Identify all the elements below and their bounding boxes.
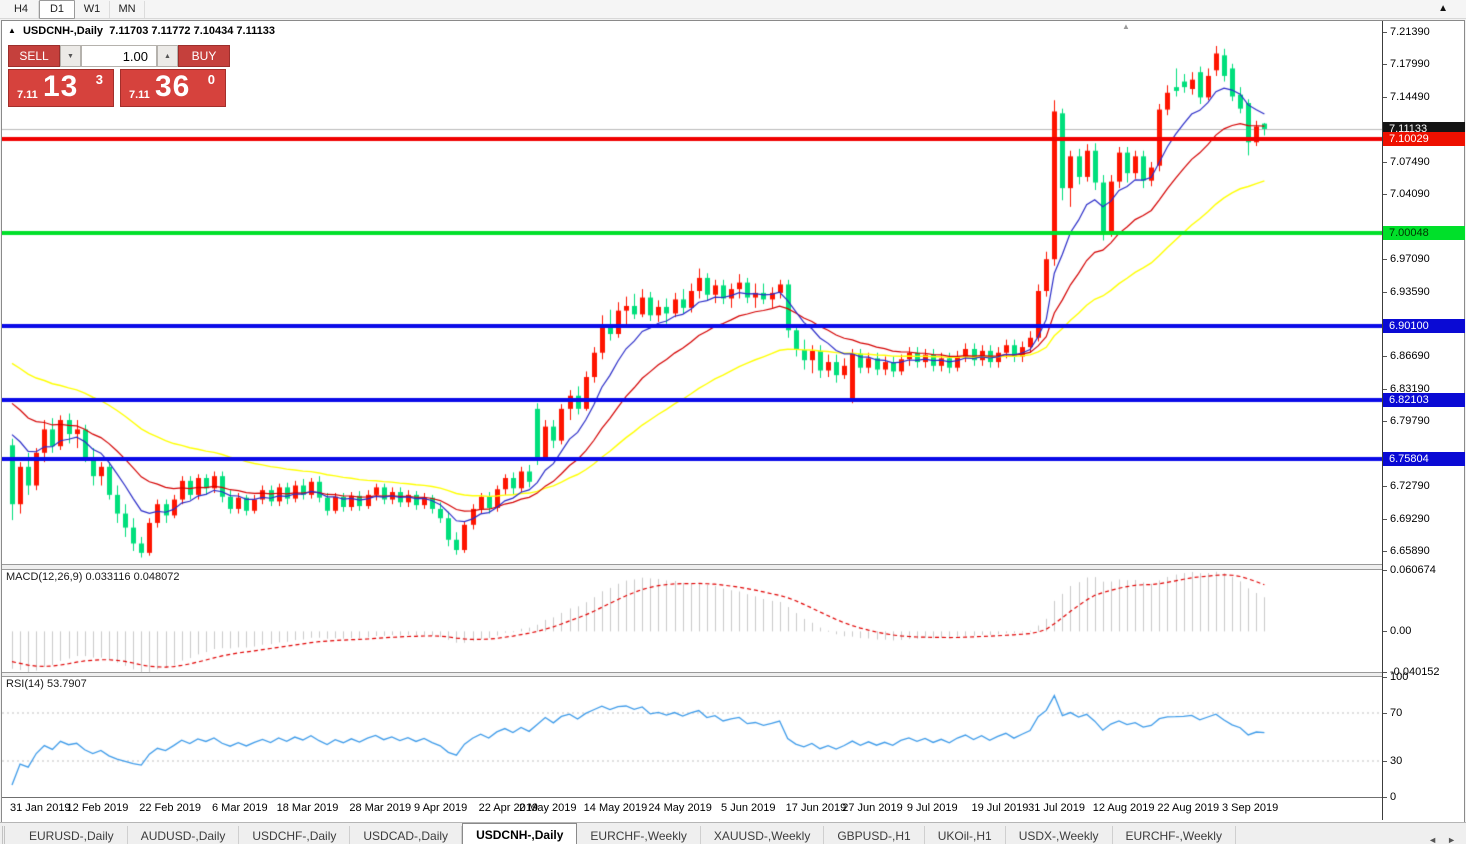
date-tick-label: 27 Jun 2019: [842, 802, 903, 814]
date-tick-label: 24 May 2019: [648, 802, 712, 814]
rsi-indicator-label: RSI(14) 53.7907: [6, 678, 87, 690]
price-level-badge: 6.82103: [1383, 393, 1465, 408]
date-tick-label: 28 Mar 2019: [349, 802, 412, 814]
price-axis-tick: 6.79790: [1383, 415, 1430, 428]
chart-plot-area[interactable]: 31 Jan 2019 12 Feb 2019 22 Feb 2019 6 Mar 2…: [2, 21, 1382, 821]
chart-tab-ukoil-h1[interactable]: UKOil-,H1: [925, 826, 1006, 844]
timeframe-button-h4[interactable]: H4: [4, 0, 39, 18]
date-tick-label: 19 Jul 2019: [971, 802, 1029, 814]
buy-price-box[interactable]: 7.11 36 0: [120, 69, 226, 107]
chart-tab-xauusd-weekly[interactable]: XAUUSD-,Weekly: [701, 826, 825, 844]
chart-tab-usdcad-daily[interactable]: USDCAD-,Daily: [350, 826, 463, 844]
sell-price-pip: 3: [95, 72, 103, 87]
chart-tab-usdcnh-daily[interactable]: USDCNH-,Daily: [462, 823, 578, 844]
price-axis-tick: 7.14490: [1383, 90, 1430, 103]
macd-indicator-label: MACD(12,26,9) 0.033116 0.048072: [6, 571, 180, 583]
timeframe-button-mn[interactable]: MN: [110, 0, 145, 18]
timeframe-button-d1[interactable]: D1: [39, 0, 75, 19]
chart-tab-usdchf-daily[interactable]: USDCHF-,Daily: [239, 826, 351, 844]
symbol-ohlc-values: 7.11703 7.11772 7.10434 7.11133: [109, 25, 275, 37]
sell-button[interactable]: SELL: [8, 45, 60, 67]
price-axis-tick: 6.72790: [1383, 480, 1430, 493]
price-axis-tick: 7.17990: [1383, 57, 1430, 70]
date-tick-label: 9 Jul 2019: [906, 802, 958, 814]
date-tick-label: 9 Apr 2019: [414, 802, 468, 814]
price-level-badge: 6.90100: [1383, 318, 1465, 333]
price-level-badge: 7.10029: [1383, 132, 1465, 147]
price-axis-divider: [1382, 21, 1383, 820]
rsi-axis-tick: 30: [1382, 755, 1403, 767]
macd-axis-tick: -0.040152: [1383, 666, 1440, 678]
sell-price-big: 13: [43, 70, 79, 103]
date-tick-label: 31 Jan 2019: [10, 802, 71, 814]
date-tick-label: 5 Jun 2019: [721, 802, 776, 814]
sell-price-box[interactable]: 7.11 13 3: [8, 69, 114, 107]
one-click-trade-panel: SELL ▼ 1.00 ▲ BUY 7.11 13 3 7.11 36 0: [8, 45, 232, 107]
volume-increase-button[interactable]: ▲: [157, 45, 178, 67]
price-level-badge: 7.00048: [1383, 225, 1465, 240]
date-tick-label: 3 Sep 2019: [1222, 802, 1279, 814]
chart-window: 31 Jan 2019 12 Feb 2019 22 Feb 2019 6 Mar 2…: [1, 20, 1465, 823]
buy-button[interactable]: BUY: [178, 45, 230, 67]
chart-tab-gbpusd-h1[interactable]: GBPUSD-,H1: [824, 826, 925, 844]
date-tick-label: 14 May 2019: [583, 802, 648, 814]
price-axis[interactable]: 7.21390 7.17990 7.14490 7.07490 7.04090 6.970…: [1382, 21, 1465, 820]
date-tick-label: 6 Mar 2019: [212, 802, 268, 814]
chart-tab-eurchf-weekly[interactable]: EURCHF-,Weekly: [1113, 826, 1236, 844]
chart-tab-bar: EURUSD-,Daily AUDUSD-,Daily USDCHF-,Daily U…: [0, 822, 1466, 844]
chart-tab-eurusd-daily[interactable]: EURUSD-,Daily: [16, 826, 128, 844]
rsi-pane-splitter[interactable]: [2, 672, 1462, 677]
date-tick-label: 17 Jun 2019: [785, 802, 847, 814]
timeframe-button-w1[interactable]: W1: [75, 0, 110, 18]
volume-decrease-button[interactable]: ▼: [60, 45, 81, 67]
price-axis-tick: 6.86690: [1383, 350, 1430, 363]
price-axis-tick: 6.83190: [1383, 383, 1430, 396]
rsi-axis-tick: 0: [1382, 791, 1397, 803]
macd-axis-tick: 0.060674: [1383, 564, 1436, 576]
date-tick-label: 31 Jul 2019: [1028, 802, 1085, 814]
tab-scroll-left-icon[interactable]: ◄: [1428, 835, 1438, 844]
price-axis-tick: 7.04090: [1383, 187, 1430, 200]
price-axis-tick: 6.97090: [1383, 253, 1430, 266]
macd-pane-splitter[interactable]: [2, 564, 1462, 570]
date-tick-label: 22 Apr 2019: [478, 802, 538, 814]
timeframe-toolbar: H4 D1 W1 MN: [0, 0, 1466, 19]
buy-price-pip: 0: [207, 72, 215, 87]
date-tick-label: 22 Aug 2019: [1157, 802, 1220, 814]
chart-shift-marker-icon[interactable]: ▲: [1122, 22, 1130, 31]
sell-price-prefix: 7.11: [17, 89, 38, 101]
macd-pane-canvas[interactable]: [2, 570, 1382, 672]
date-tick-label: 12 Aug 2019: [1092, 802, 1155, 814]
price-level-badge: 6.75804: [1383, 452, 1465, 467]
chart-tab-eurchf-weekly[interactable]: EURCHF-,Weekly: [577, 826, 701, 844]
date-tick-label: 2 May 2019: [519, 802, 577, 814]
price-axis-tick: 7.21390: [1383, 26, 1430, 38]
macd-axis-tick: 0.00: [1382, 625, 1412, 638]
symbol-info-line: ▲ USDCNH-,Daily 7.11703 7.11772 7.10434 …: [8, 25, 275, 37]
chart-tab-usdx-weekly[interactable]: USDX-,Weekly: [1006, 826, 1113, 844]
rsi-axis-tick: 100: [1382, 671, 1409, 683]
rsi-pane-canvas[interactable]: [2, 677, 1382, 797]
symbol-name: USDCNH-,Daily: [22, 25, 104, 37]
price-axis-tick: 6.93590: [1383, 285, 1430, 298]
tab-bar-grip[interactable]: [2, 826, 13, 844]
buy-price-prefix: 7.11: [129, 89, 150, 101]
rsi-axis-tick: 70: [1382, 707, 1403, 719]
volume-input[interactable]: 1.00: [81, 45, 157, 67]
date-tick-label: 18 Mar 2019: [276, 802, 339, 814]
price-chart-canvas[interactable]: [2, 21, 1382, 564]
buy-price-big: 36: [155, 70, 191, 103]
price-axis-tick: 6.69290: [1383, 513, 1430, 526]
date-tick-label: 12 Feb 2019: [66, 802, 129, 814]
time-axis[interactable]: 31 Jan 2019 12 Feb 2019 22 Feb 2019 6 Mar 2…: [2, 797, 1382, 821]
date-tick-label: 22 Feb 2019: [139, 802, 202, 814]
price-axis-tick: 6.65890: [1383, 545, 1430, 557]
chart-tab-audusd-daily[interactable]: AUDUSD-,Daily: [128, 826, 240, 844]
price-axis-tick: 7.07490: [1383, 155, 1430, 168]
tab-scroll-right-icon[interactable]: ►: [1447, 835, 1456, 844]
window-expand-icon[interactable]: ▲: [1438, 3, 1448, 14]
collapse-panel-icon[interactable]: ▲: [8, 26, 16, 35]
